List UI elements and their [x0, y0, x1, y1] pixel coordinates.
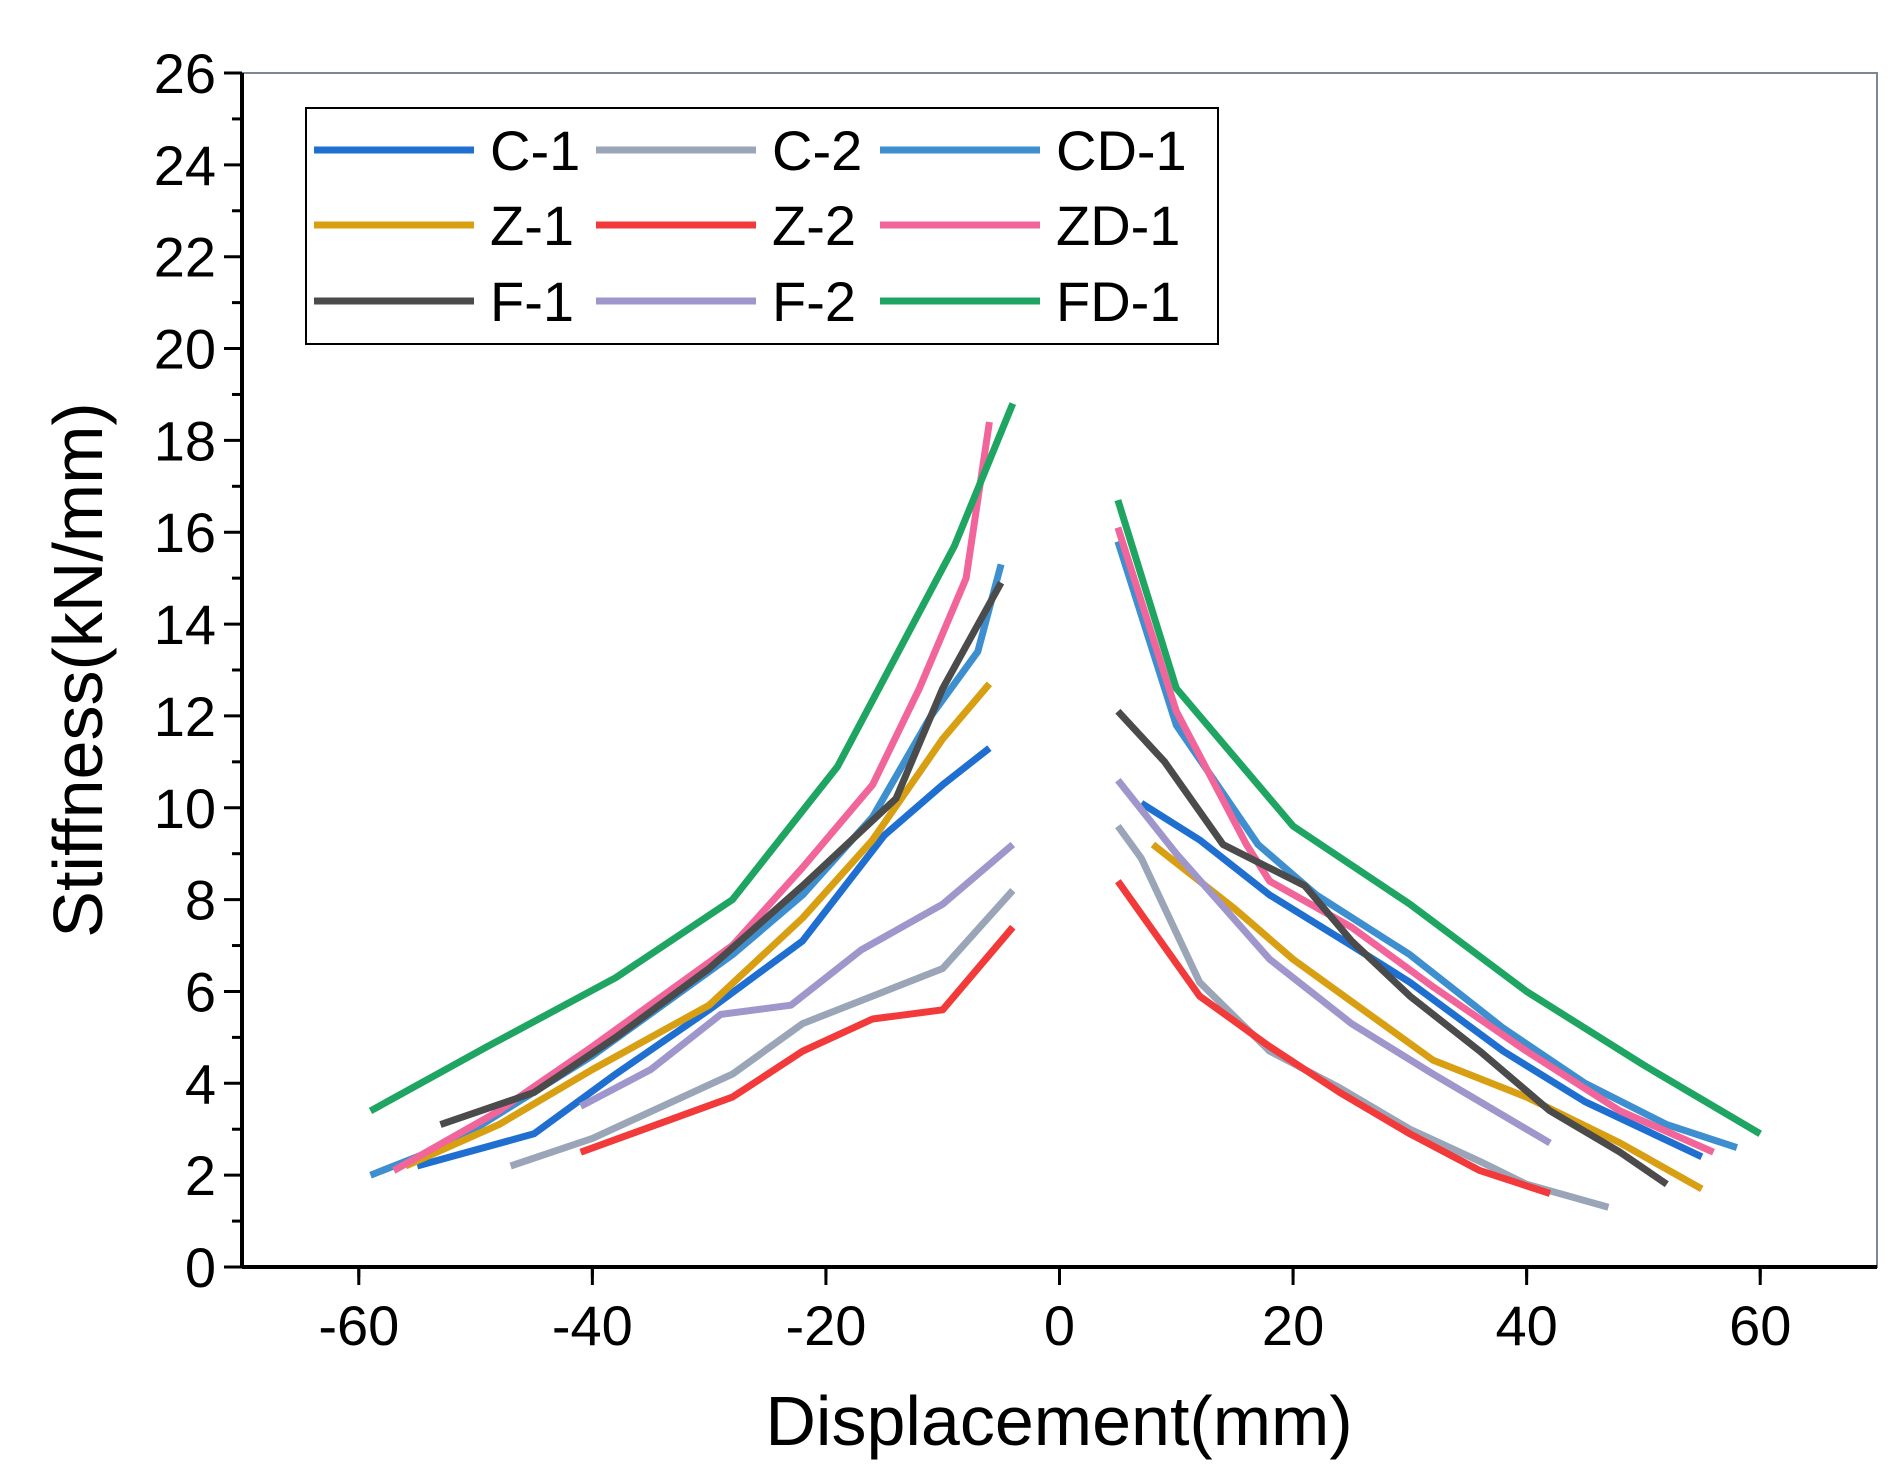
legend-label-fd-1: FD-1 — [1056, 270, 1180, 333]
series-layer — [368, 402, 1762, 1211]
y-tick-label: 18 — [154, 409, 216, 472]
x-tick-label: -60 — [318, 1294, 399, 1357]
series-line-f-1-positive — [1115, 708, 1669, 1188]
series-line-f-1-negative — [439, 581, 1005, 1128]
legend-label-c-2: C-2 — [772, 119, 862, 182]
series-line-z-2-positive — [1115, 879, 1552, 1197]
y-tick-label: 10 — [154, 777, 216, 840]
y-tick-label: 20 — [154, 318, 216, 381]
series-line-f-2-positive — [1115, 778, 1552, 1147]
x-tick-label: 40 — [1495, 1294, 1557, 1357]
legend-label-f-1: F-1 — [490, 270, 574, 333]
y-tick-label: 8 — [185, 869, 216, 932]
series-line-zd-1-negative — [392, 421, 993, 1174]
series-line-f-2-negative — [579, 841, 1016, 1110]
series-line-z-2-negative — [579, 924, 1016, 1156]
series-line-cd-1-negative — [369, 563, 1005, 1179]
series-line-fd-1-positive — [1114, 499, 1762, 1137]
legend-label-cd-1: CD-1 — [1056, 119, 1187, 182]
series-line-c-2-negative — [509, 888, 1016, 1170]
legend-label-z-2: Z-2 — [772, 194, 856, 257]
y-tick-label: 26 — [154, 42, 216, 105]
legend-label-zd-1: ZD-1 — [1056, 194, 1180, 257]
series-line-zd-1-positive — [1114, 526, 1715, 1156]
x-axis-title: Displacement(mm) — [765, 1382, 1352, 1460]
y-tick-label: 2 — [185, 1144, 216, 1207]
series-line-c-2-positive — [1115, 824, 1610, 1211]
y-tick-label: 12 — [154, 685, 216, 748]
y-axis-title: Stiffness(kN/mm) — [39, 402, 117, 937]
y-tick-label: 0 — [185, 1236, 216, 1299]
series-line-z-1-positive — [1150, 841, 1704, 1192]
y-tick-label: 24 — [154, 134, 216, 197]
y-tick-label: 14 — [154, 593, 216, 656]
y-tick-label: 6 — [185, 960, 216, 1023]
y-tick-label: 4 — [185, 1052, 216, 1115]
series-line-c-1-negative — [416, 745, 992, 1170]
y-tick-label: 16 — [154, 501, 216, 564]
legend: C-1 C-2 CD-1 Z-1 Z-2 ZD-1 F-1 F-2 FD-1 — [305, 107, 1219, 345]
y-tick-label: 22 — [154, 226, 216, 289]
legend-label-z-1: Z-1 — [490, 194, 574, 257]
series-line-fd-1-negative — [368, 402, 1017, 1114]
series-line-z-1-negative — [404, 681, 993, 1170]
x-tick-label: 0 — [1044, 1294, 1075, 1357]
legend-label-c-1: C-1 — [490, 119, 580, 182]
x-tick-label: -40 — [552, 1294, 633, 1357]
x-tick-label: 20 — [1262, 1294, 1324, 1357]
x-tick-label: -20 — [785, 1294, 866, 1357]
legend-label-f-2: F-2 — [772, 270, 856, 333]
x-tick-label: 60 — [1729, 1294, 1791, 1357]
